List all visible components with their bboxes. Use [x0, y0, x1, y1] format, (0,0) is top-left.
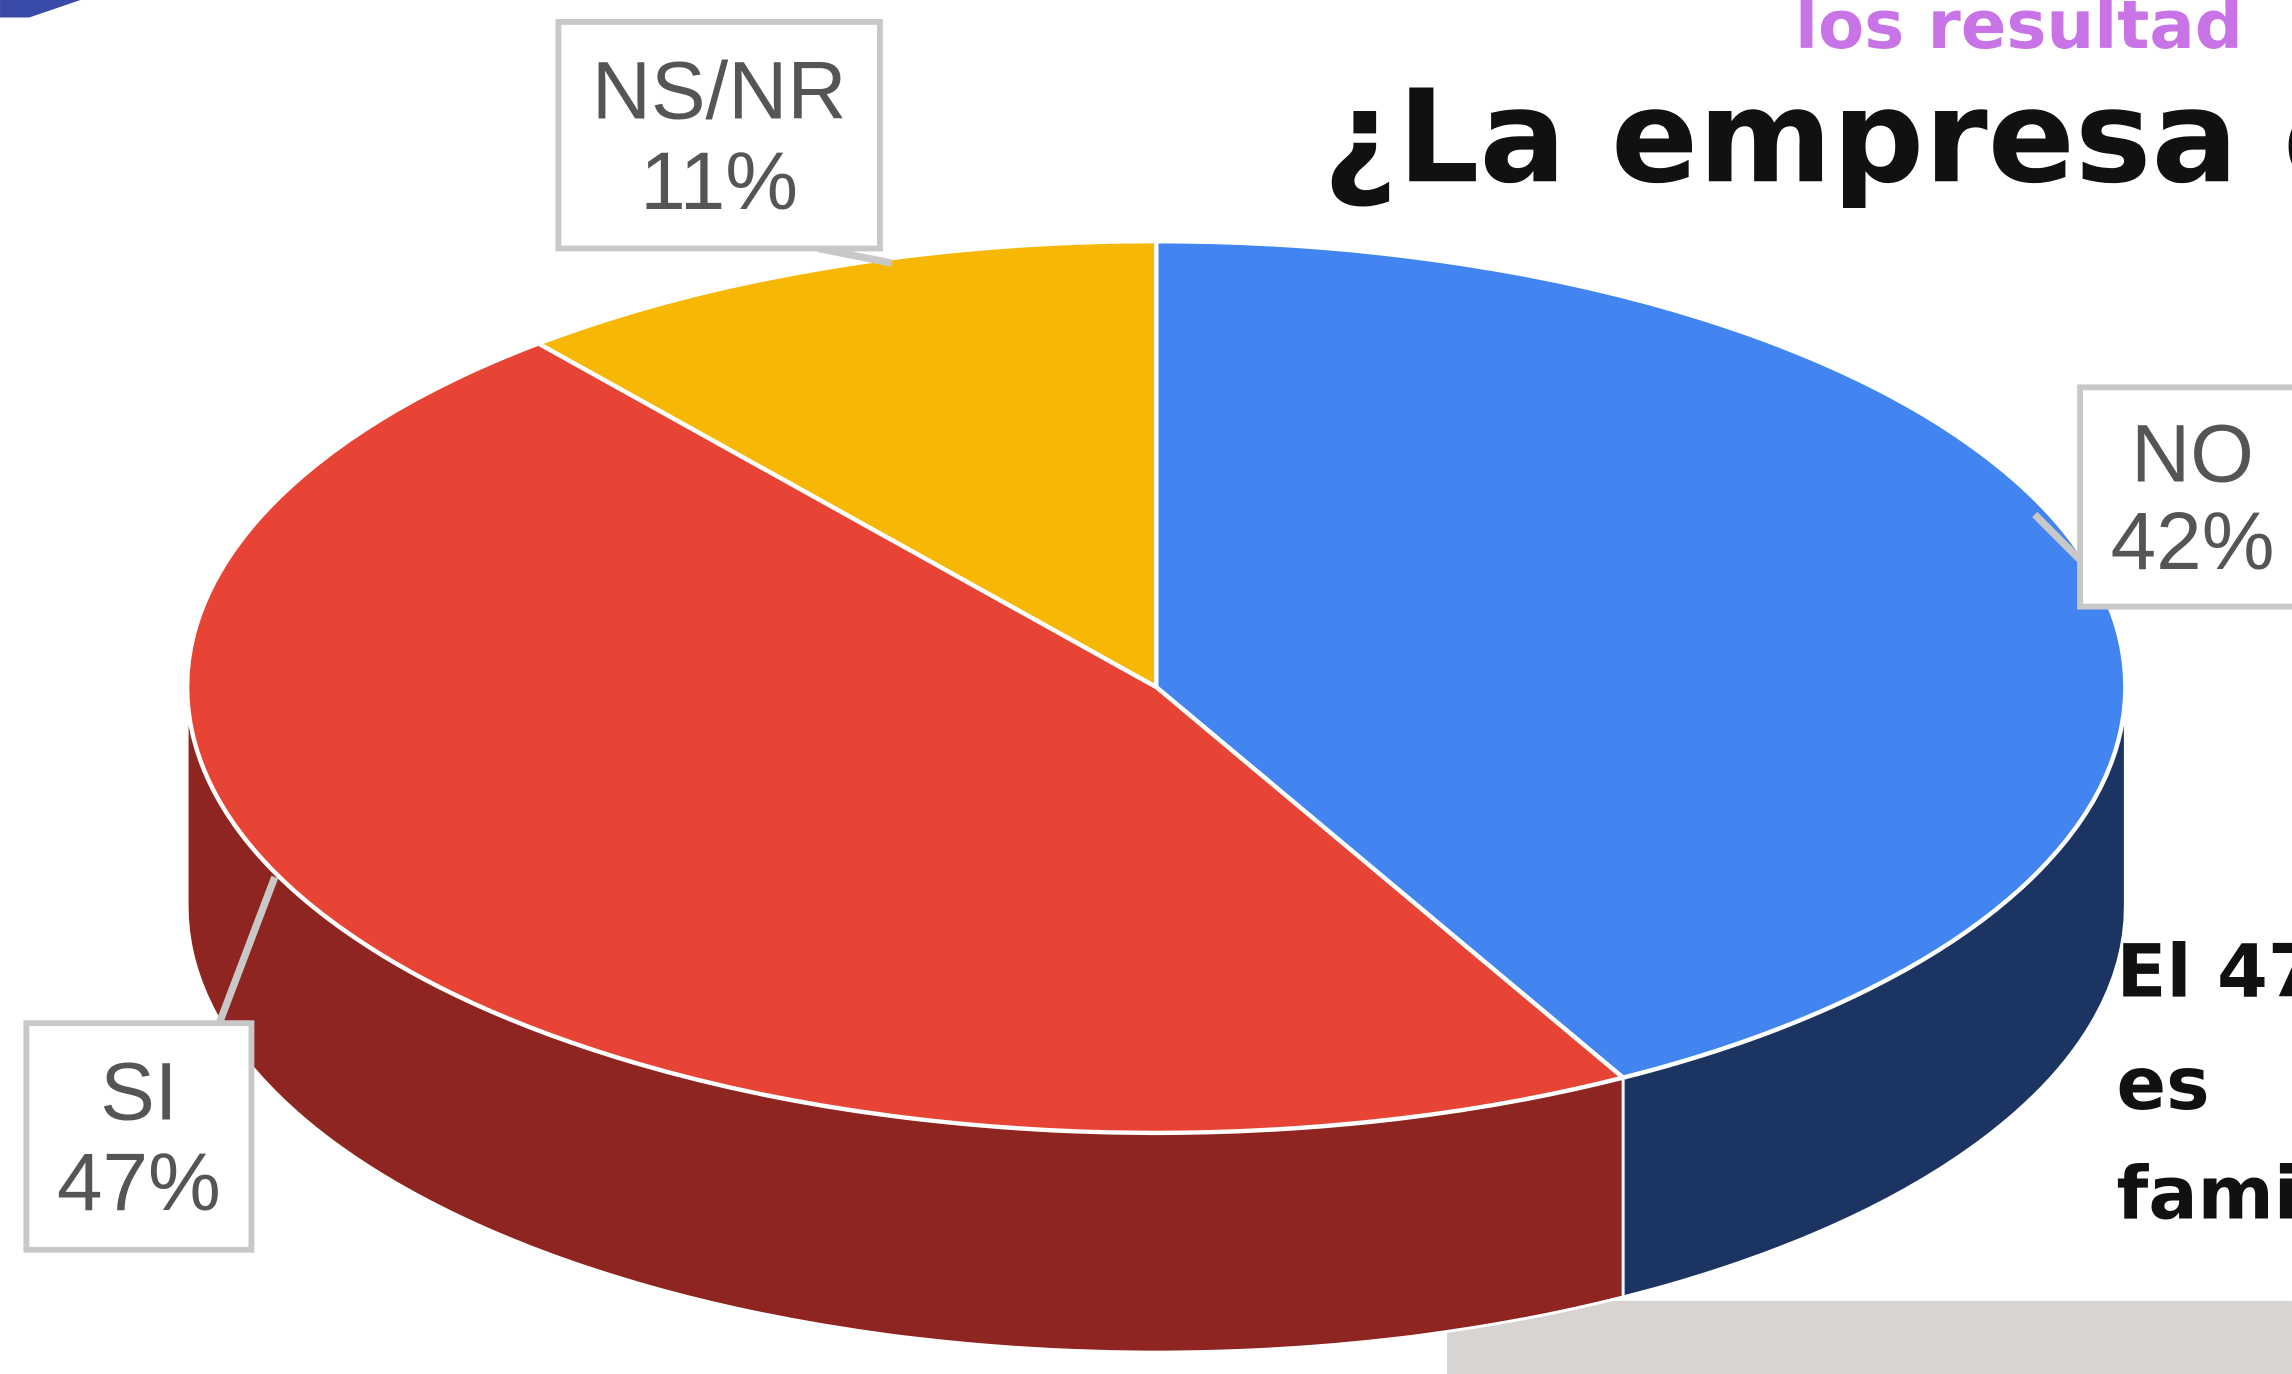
- pie: [184, 238, 2128, 1354]
- corner-shape: [0, 0, 81, 18]
- slice-value: 42%: [2111, 496, 2275, 587]
- background-photo: [1447, 1300, 2292, 1374]
- annotation-line: es: [2117, 1042, 2210, 1127]
- chart-title: ¿La empresa es: [1323, 63, 2292, 212]
- label-box: [555, 19, 883, 252]
- label-box: [23, 1020, 255, 1253]
- slice-name: SI: [100, 1047, 177, 1138]
- slice-value: 47%: [57, 1137, 221, 1228]
- leader-line: [2032, 511, 2086, 566]
- pie-slice: [184, 341, 1628, 1136]
- slice-value: 11%: [640, 136, 798, 227]
- subtitle: los resultad: [1795, 0, 2243, 64]
- label-box: [2077, 384, 2292, 610]
- annotation-line: fami: [2117, 1152, 2292, 1237]
- slice-name: NS/NR: [592, 45, 847, 136]
- annotation-line: El 47: [2117, 929, 2292, 1014]
- leader-line: [215, 875, 279, 1025]
- slice-name: NO: [2131, 408, 2254, 499]
- pie-slice: [533, 238, 1159, 691]
